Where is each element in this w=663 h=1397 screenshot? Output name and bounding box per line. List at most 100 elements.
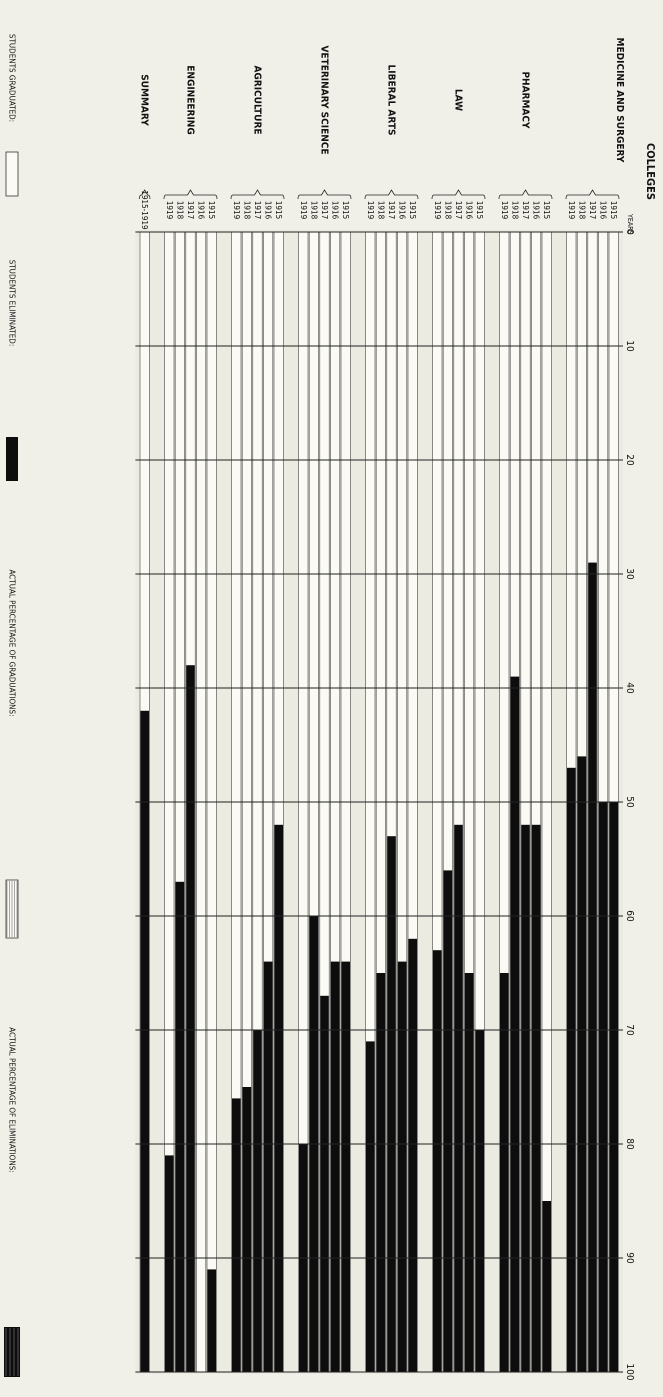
eliminated-bar — [140, 710, 149, 1372]
year-label: 1916 — [532, 201, 541, 220]
college-label: PHARMACY — [520, 71, 531, 129]
x-tick-label: 10 — [624, 340, 635, 352]
eliminated-bar — [274, 824, 283, 1372]
eliminated-bar — [397, 961, 407, 1372]
legend-swatch-act-graduations — [5, 879, 19, 939]
year-label: 1917 — [320, 201, 329, 219]
x-tick-label: 70 — [624, 1024, 635, 1036]
group-bracket — [498, 189, 553, 200]
year-label: 1917 — [521, 201, 530, 219]
college-label: MEDICINE AND SURGERY — [614, 38, 625, 163]
college-label: ENGINEERING — [185, 65, 196, 134]
eliminated-bar — [464, 973, 474, 1372]
eliminated-bar — [253, 1030, 262, 1372]
eliminated-bar — [320, 995, 329, 1372]
year-label: 1917 — [253, 201, 262, 219]
eliminated-bar — [542, 1201, 551, 1372]
group-bracket — [297, 189, 352, 200]
legend-label-eliminated: STUDENTS ELIMINATED: — [8, 260, 17, 347]
x-tick-label: 80 — [624, 1138, 635, 1150]
year-label: 1917 — [454, 201, 463, 219]
college-label: LIBERAL ARTS — [386, 65, 397, 136]
year-label: 1915 — [341, 201, 350, 219]
legend-label-graduated: STUDENTS GRADUATED: — [8, 34, 17, 122]
year-label: 1919 — [366, 201, 375, 220]
group-bracket — [431, 189, 486, 200]
year-label: 1917 — [387, 201, 396, 219]
year-label: 1919 — [232, 201, 241, 220]
eliminated-bar — [232, 1098, 241, 1372]
year-label: 1917 — [588, 201, 597, 219]
year-label: 1919 — [567, 201, 576, 220]
eliminated-bar — [186, 665, 195, 1372]
year-label: 1918 — [577, 201, 586, 220]
eliminated-bar — [207, 1269, 216, 1372]
year-label: 1919 — [165, 201, 174, 220]
eliminated-bar — [366, 1041, 375, 1372]
eliminated-bar — [433, 950, 442, 1372]
legend-label-act-eliminations: ACTUAL PERCENTAGE OF ELIMINATIONS: — [8, 1027, 17, 1172]
year-label: 1916 — [398, 201, 407, 220]
year-label: 1915 — [207, 201, 216, 219]
group-bracket — [139, 189, 151, 200]
eliminated-bar — [588, 562, 597, 1372]
year-label: 1918 — [242, 201, 251, 220]
eliminated-bar — [443, 870, 453, 1372]
eliminated-bar — [242, 1087, 252, 1372]
x-tick-label: 100 — [624, 1363, 635, 1380]
x-tick-label: 20 — [624, 454, 635, 466]
group-bracket — [163, 189, 218, 200]
legend-swatch-eliminated — [6, 437, 18, 481]
eliminated-bar — [175, 881, 185, 1372]
legend-swatch-graduated — [5, 151, 19, 197]
eliminated-bar — [341, 961, 350, 1372]
college-label: AGRICULTURE — [252, 65, 263, 134]
eliminated-bar — [521, 824, 530, 1372]
year-label: 1915 — [609, 201, 618, 219]
year-label: 1919 — [433, 201, 442, 220]
group-bracket — [565, 189, 620, 200]
group-bracket — [230, 189, 285, 200]
year-label: 1918 — [510, 201, 519, 220]
year-label: 1919 — [500, 201, 509, 220]
eliminated-bar — [454, 824, 463, 1372]
college-label: SUMMARY — [139, 74, 150, 126]
year-label: 1918 — [175, 201, 184, 220]
x-tick-label: 40 — [624, 682, 635, 694]
x-tick-label: 60 — [624, 910, 635, 922]
year-label: 1919 — [299, 201, 308, 220]
eliminated-bar — [577, 756, 587, 1372]
eliminated-bar — [510, 676, 520, 1372]
eliminated-bar — [408, 938, 417, 1372]
year-label: 1918 — [443, 201, 452, 220]
college-label: LAW — [453, 89, 464, 111]
eliminated-bar — [263, 961, 273, 1372]
eliminated-bar — [531, 824, 541, 1372]
year-label: 1918 — [309, 201, 318, 220]
eliminated-bar — [387, 836, 396, 1372]
eliminated-bar — [376, 973, 386, 1372]
year-label: 1916 — [599, 201, 608, 220]
eliminated-bar — [567, 767, 576, 1372]
year-label: 1918 — [376, 201, 385, 220]
year-label: 1916 — [465, 201, 474, 220]
swatch-frame — [4, 1327, 20, 1377]
year-label: 1915 — [542, 201, 551, 219]
eliminated-bar — [500, 973, 509, 1372]
eliminated-bar — [165, 1155, 174, 1372]
legend-swatch-act-eliminations — [4, 1327, 20, 1377]
year-label: 1916 — [264, 201, 273, 220]
eliminated-bar — [330, 961, 340, 1372]
eliminated-bar — [598, 802, 608, 1372]
x-tick-label: 30 — [624, 568, 635, 580]
x-tick-label: 0 — [624, 229, 635, 235]
years-header: YEARS — [626, 213, 634, 235]
x-tick-label: 50 — [624, 796, 635, 808]
colleges-header: COLLEGES — [644, 143, 657, 200]
year-label: 1915 — [475, 201, 484, 219]
eliminated-bar — [475, 1030, 484, 1372]
eliminated-bar — [609, 802, 618, 1372]
year-label: 1915 — [408, 201, 417, 219]
college-label: VETERINARY SCIENCE — [319, 45, 330, 154]
legend-label-act-graduations: ACTUAL PERCENTAGE OF GRADUATIONS: — [8, 569, 17, 716]
